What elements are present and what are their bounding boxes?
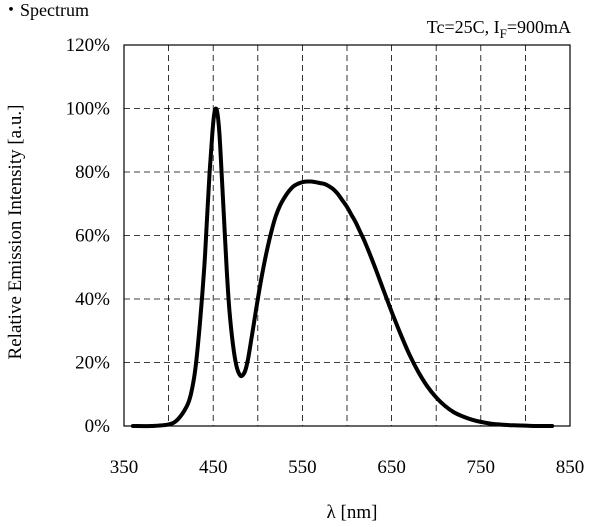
x-tick-label: 550 xyxy=(288,457,317,478)
x-tick-label: 650 xyxy=(377,457,406,478)
x-axis-label: λ [nm] xyxy=(327,502,378,523)
y-tick-label: 80% xyxy=(75,162,110,183)
chart-title: ・Spectrum xyxy=(2,0,89,20)
x-tick-label: 350 xyxy=(110,457,139,478)
condition-subscript: F xyxy=(500,26,507,41)
y-tick-label: 120% xyxy=(66,35,111,56)
x-tick-label: 750 xyxy=(467,457,496,478)
y-tick-label: 0% xyxy=(85,416,111,437)
x-tick-label: 450 xyxy=(199,457,228,478)
spectrum-line xyxy=(130,106,555,429)
y-tick-label: 60% xyxy=(75,226,110,247)
y-tick-labels: 0% 20% 40% 60% 80% 100% 120% xyxy=(66,35,111,437)
condition-text: Tc=25C, I xyxy=(427,17,500,37)
y-tick-label: 100% xyxy=(66,99,111,120)
x-tick-label: 850 xyxy=(556,457,585,478)
y-tick-label: 20% xyxy=(75,353,110,374)
condition-label: Tc=25C, IF=900mA xyxy=(427,17,571,41)
plot-frame xyxy=(123,44,571,427)
y-tick-label: 40% xyxy=(75,289,110,310)
x-tick-labels: 350 450 550 650 750 850 xyxy=(110,457,585,478)
y-axis-label: Relative Emission Intensity [a.u.] xyxy=(5,105,26,360)
condition-suffix: =900mA xyxy=(507,17,571,37)
grid-lines xyxy=(124,45,570,426)
